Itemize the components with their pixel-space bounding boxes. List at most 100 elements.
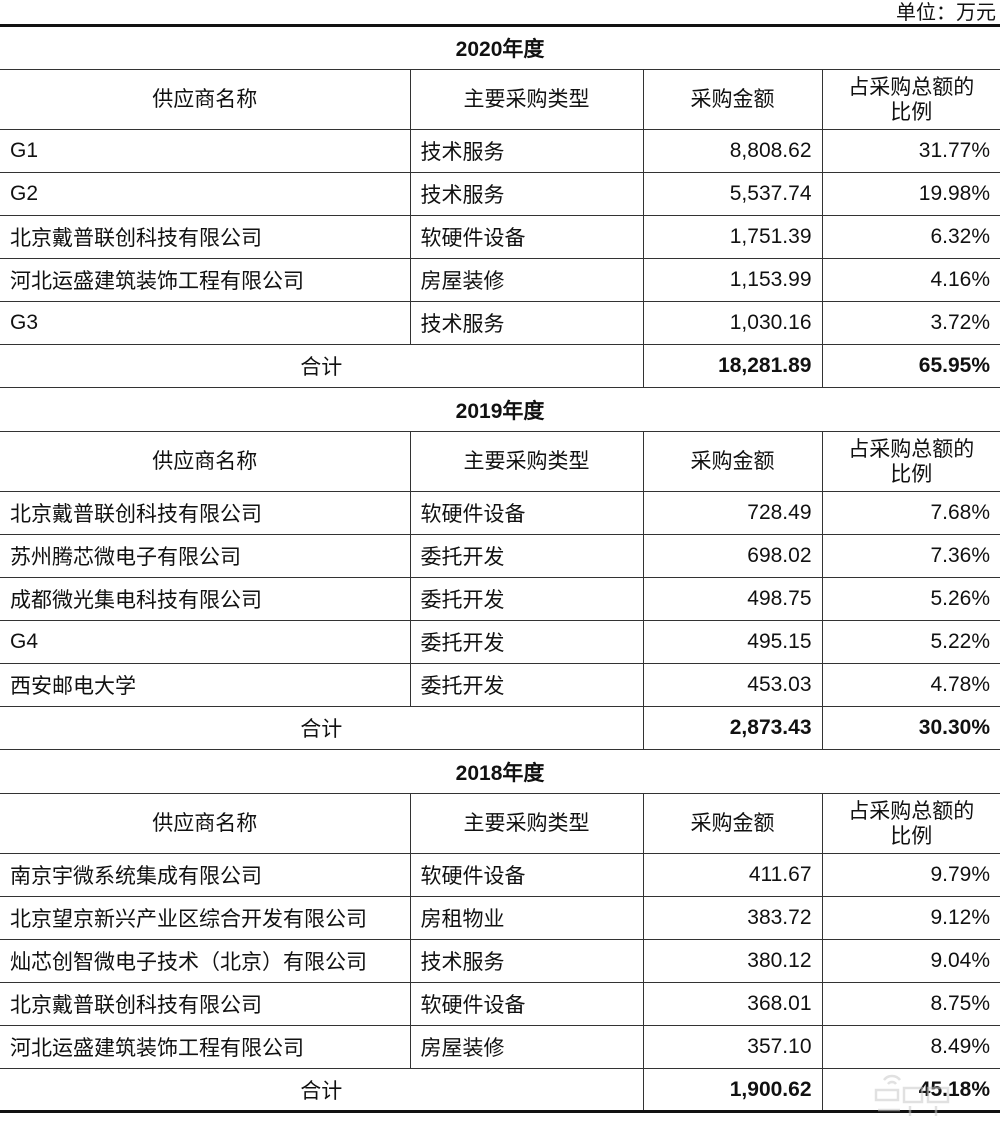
purchase-amount-header: 采购金额 [642, 793, 823, 854]
supplier-name: 西安邮电大学 [0, 663, 411, 707]
total-ratio: 45.18% [821, 1068, 1000, 1112]
header-text: 供应商名称 [152, 88, 258, 111]
purchase-ratio: 6.32% [821, 215, 1000, 259]
total-row: 合计 1,900.62 45.18% [0, 1068, 1000, 1112]
purchase-amount: 453.03 [642, 663, 823, 707]
header-text: 采购金额 [690, 450, 775, 473]
ratio-header: 占采购总额的 比例 [821, 431, 1000, 492]
purchase-amount: 411.67 [642, 853, 823, 897]
purchase-type: 房租物业 [409, 896, 644, 940]
table-row: G3 技术服务 1,030.16 3.72% [0, 301, 1000, 345]
total-ratio: 65.95% [821, 344, 1000, 388]
purchase-type: 委托开发 [409, 534, 644, 578]
purchase-type: 房屋装修 [409, 1025, 644, 1069]
section-year: 2020年度 [0, 25, 1000, 70]
header-text: 占采购总额的 [848, 799, 975, 823]
header-text: 比例 [890, 100, 933, 124]
supplier-name: 北京戴普联创科技有限公司 [0, 215, 411, 259]
supplier-name: 北京望京新兴产业区综合开发有限公司 [0, 896, 411, 940]
purchase-type: 委托开发 [409, 577, 644, 621]
header-text: 采购金额 [690, 812, 775, 835]
purchase-ratio: 4.78% [821, 663, 1000, 707]
supplier-name: 北京戴普联创科技有限公司 [0, 982, 411, 1026]
purchase-ratio: 4.16% [821, 258, 1000, 302]
purchase-amount: 1,751.39 [642, 215, 823, 259]
purchase-amount: 357.10 [642, 1025, 823, 1069]
table-row: 北京望京新兴产业区综合开发有限公司 房租物业 383.72 9.12% [0, 896, 1000, 940]
purchase-ratio: 7.68% [821, 491, 1000, 535]
purchase-amount: 495.15 [642, 620, 823, 664]
header-row: 供应商名称 主要采购类型 采购金额 占采购总额的 比例 [0, 431, 1000, 492]
supplier-name: 苏州腾芯微电子有限公司 [0, 534, 411, 578]
purchase-amount: 368.01 [642, 982, 823, 1026]
purchase-type: 软硬件设备 [409, 853, 644, 897]
table-row: 苏州腾芯微电子有限公司 委托开发 698.02 7.36% [0, 534, 1000, 578]
purchase-amount: 8,808.62 [642, 129, 823, 173]
year-row: 2018年度 [0, 749, 1000, 794]
year-row: 2019年度 [0, 387, 1000, 432]
ratio-header: 占采购总额的 比例 [821, 793, 1000, 854]
table-row: 南京宇微系统集成有限公司 软硬件设备 411.67 9.79% [0, 853, 1000, 897]
purchase-type: 委托开发 [409, 620, 644, 664]
supplier-name: G4 [0, 620, 411, 664]
purchase-amount: 5,537.74 [642, 172, 823, 216]
supplier-name: 灿芯创智微电子技术（北京）有限公司 [0, 939, 411, 983]
header-text: 主要采购类型 [463, 812, 590, 835]
purchase-amount: 498.75 [642, 577, 823, 621]
total-ratio: 30.30% [821, 706, 1000, 750]
purchase-type: 软硬件设备 [409, 215, 644, 259]
purchase-ratio: 5.26% [821, 577, 1000, 621]
section-year: 2019年度 [0, 387, 1000, 432]
total-row: 合计 18,281.89 65.95% [0, 344, 1000, 388]
header-row: 供应商名称 主要采购类型 采购金额 占采购总额的 比例 [0, 793, 1000, 854]
purchase-amount: 698.02 [642, 534, 823, 578]
purchase-type-header: 主要采购类型 [409, 431, 644, 492]
purchase-amount: 728.49 [642, 491, 823, 535]
purchase-type-header: 主要采购类型 [409, 793, 644, 854]
header-text: 比例 [890, 824, 933, 848]
supplier-name-header: 供应商名称 [0, 793, 411, 854]
supplier-name-header: 供应商名称 [0, 431, 411, 492]
table-row: 成都微光集电科技有限公司 委托开发 498.75 5.26% [0, 577, 1000, 621]
purchase-ratio: 9.79% [821, 853, 1000, 897]
purchase-type: 技术服务 [409, 939, 644, 983]
purchase-ratio: 8.75% [821, 982, 1000, 1026]
header-text: 采购金额 [690, 88, 775, 111]
purchase-type: 软硬件设备 [409, 982, 644, 1026]
purchase-type-header: 主要采购类型 [409, 69, 644, 130]
purchase-type: 软硬件设备 [409, 491, 644, 535]
purchase-type: 技术服务 [409, 172, 644, 216]
total-row: 合计 2,873.43 30.30% [0, 706, 1000, 750]
header-text: 占采购总额的 [848, 75, 975, 99]
table-row: 北京戴普联创科技有限公司 软硬件设备 1,751.39 6.32% [0, 215, 1000, 259]
table-row: G4 委托开发 495.15 5.22% [0, 620, 1000, 664]
purchase-amount-header: 采购金额 [642, 431, 823, 492]
purchase-amount: 383.72 [642, 896, 823, 940]
table-row: G1 技术服务 8,808.62 31.77% [0, 129, 1000, 173]
total-label: 合计 [0, 1068, 644, 1112]
header-text: 供应商名称 [152, 450, 258, 473]
total-amount: 18,281.89 [642, 344, 823, 388]
table-row: 西安邮电大学 委托开发 453.03 4.78% [0, 663, 1000, 707]
supplier-name: 南京宇微系统集成有限公司 [0, 853, 411, 897]
unit-label: 单位：万元 [896, 2, 996, 24]
year-row: 2020年度 [0, 25, 1000, 70]
supplier-name-header: 供应商名称 [0, 69, 411, 130]
supplier-name: G2 [0, 172, 411, 216]
total-label: 合计 [0, 706, 644, 750]
header-text: 主要采购类型 [463, 450, 590, 473]
purchase-ratio: 9.04% [821, 939, 1000, 983]
purchase-amount: 1,153.99 [642, 258, 823, 302]
header-text: 主要采购类型 [463, 88, 590, 111]
header-row: 供应商名称 主要采购类型 采购金额 占采购总额的 比例 [0, 69, 1000, 130]
header-text: 占采购总额的 [848, 437, 975, 461]
table-row: 北京戴普联创科技有限公司 软硬件设备 368.01 8.75% [0, 982, 1000, 1026]
supplier-name: G1 [0, 129, 411, 173]
purchase-ratio: 31.77% [821, 129, 1000, 173]
purchase-ratio: 5.22% [821, 620, 1000, 664]
table-row: 河北运盛建筑装饰工程有限公司 房屋装修 357.10 8.49% [0, 1025, 1000, 1069]
header-text: 比例 [890, 462, 933, 486]
total-amount: 1,900.62 [642, 1068, 823, 1112]
ratio-header: 占采购总额的 比例 [821, 69, 1000, 130]
supplier-name: 北京戴普联创科技有限公司 [0, 491, 411, 535]
